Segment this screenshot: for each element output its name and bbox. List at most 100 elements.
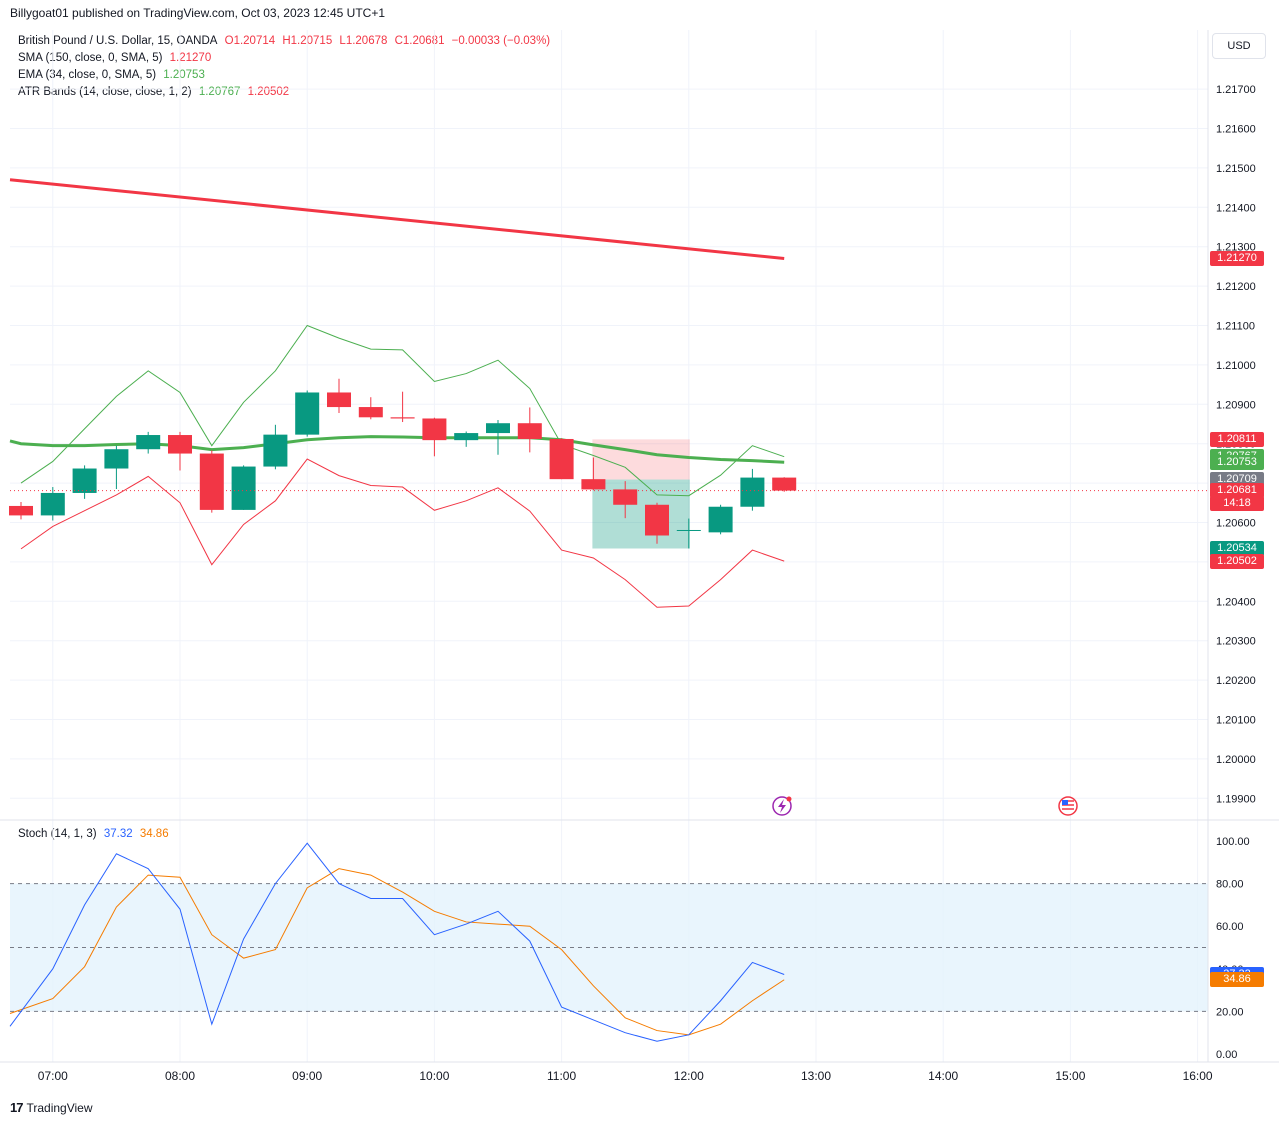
lightning-icon-dot — [786, 796, 792, 802]
price-tick-label: 1.20900 — [1216, 399, 1256, 411]
stoch-tick-label: 20.00 — [1216, 1006, 1244, 1018]
price-tick-label: 1.21700 — [1216, 84, 1256, 96]
candle-body — [581, 479, 606, 490]
ema-line — [9, 435, 785, 464]
stoch-legend[interactable]: Stoch (14, 1, 3) 37.32 34.86 — [18, 828, 173, 840]
price-tick-label: 1.21100 — [1216, 321, 1255, 333]
flag-icon-canton — [1062, 800, 1068, 805]
currency-button[interactable]: USD — [1212, 33, 1266, 59]
price-tick-label: 1.21000 — [1216, 360, 1256, 372]
stoch-k-line — [9, 842, 785, 1042]
tradingview-logo-icon: 17 — [10, 1100, 24, 1115]
ohlc-close: C1.20681 — [394, 35, 445, 47]
price-axis-label: 14:18 — [1210, 496, 1264, 512]
stoch-k-value: 37.32 — [103, 828, 133, 840]
candle-body — [136, 435, 161, 450]
price-tick-label: 1.21600 — [1216, 124, 1256, 136]
candle-body — [40, 492, 65, 516]
price-axis-label: 1.21270 — [1210, 251, 1264, 267]
sma-line — [9, 178, 785, 261]
candle-body — [772, 477, 797, 491]
atr-bands — [20, 324, 785, 608]
take-profit-zone — [592, 479, 690, 549]
candle-body — [104, 449, 129, 469]
axes: 1.217001.216001.215001.214001.213001.212… — [0, 30, 1279, 1083]
stoch-tick-label: 80.00 — [1216, 879, 1244, 891]
candle-body — [295, 392, 320, 435]
candle-body — [231, 466, 256, 510]
time-tick-label: 09:00 — [292, 1069, 322, 1083]
candle-body — [645, 504, 669, 536]
time-tick-label: 16:00 — [1183, 1069, 1213, 1083]
stoch-tick-label: 60.00 — [1216, 921, 1244, 933]
price-tick-label: 1.21200 — [1216, 281, 1256, 293]
candle-body — [199, 453, 224, 510]
symbol-name: British Pound / U.S. Dollar, 15, OANDA — [18, 35, 218, 47]
candle-body — [486, 423, 510, 434]
price-axis-label: 1.20502 — [1210, 553, 1264, 569]
time-tick-label: 10:00 — [419, 1069, 449, 1083]
candle-body — [9, 505, 33, 516]
footer[interactable]: 17 TradingView — [10, 1100, 93, 1115]
stoch-band-fill — [10, 883, 1208, 1012]
stoch-d-line — [9, 868, 785, 1036]
ohlc-change: −0.00033 (−0.03%) — [451, 35, 551, 47]
price-axis-label: 1.20534 — [1210, 541, 1264, 556]
footer-brand: TradingView — [26, 1100, 93, 1115]
candle-body — [676, 529, 701, 531]
stoch-d-value: 34.86 — [139, 828, 169, 840]
price-tick-label: 1.20200 — [1216, 675, 1256, 687]
candle-body — [740, 477, 765, 507]
sma-label: SMA (150, close, 0, SMA, 5) — [18, 52, 163, 64]
stoch-axis-label: 34.86 — [1210, 972, 1264, 988]
candle-body — [454, 433, 479, 441]
publisher-line: Billygoat01 published on TradingView.com… — [10, 6, 386, 20]
price-tick-label: 1.20100 — [1216, 715, 1256, 727]
sma-150-line — [9, 178, 785, 261]
candles — [9, 378, 1208, 549]
candle-body — [358, 407, 383, 418]
stoch-label: Stoch (14, 1, 3) — [18, 828, 97, 840]
time-tick-label: 11:00 — [547, 1069, 576, 1083]
candle-body — [168, 435, 192, 454]
price-axis-label: 1.20811 — [1210, 431, 1264, 447]
flag-icon-ring — [1058, 796, 1078, 816]
position-box — [592, 439, 690, 549]
time-tick-label: 12:00 — [674, 1069, 704, 1083]
price-tick-label: 1.20300 — [1216, 636, 1256, 648]
time-tick-label: 08:00 — [165, 1069, 195, 1083]
candle-body — [422, 418, 447, 441]
us-flag-event-icon — [1058, 796, 1078, 816]
atr-lower-band — [20, 458, 785, 608]
price-tick-label: 1.20600 — [1216, 518, 1256, 530]
price-tick-label: 1.21500 — [1216, 163, 1256, 175]
time-tick-label: 15:00 — [1055, 1069, 1085, 1083]
time-tick-label: 13:00 — [801, 1069, 831, 1083]
ohlc-low: L1.20678 — [339, 35, 388, 47]
price-tick-label: 1.19900 — [1216, 793, 1256, 805]
candle-body — [263, 434, 288, 467]
price-axis-label: 1.20753 — [1210, 454, 1264, 470]
time-tick-label: 14:00 — [928, 1069, 958, 1083]
candle-body — [517, 423, 542, 439]
price-tick-label: 1.21300 — [1216, 242, 1256, 254]
lightning-event-icon — [772, 796, 792, 816]
candle-body — [72, 468, 97, 493]
candle-body — [549, 438, 574, 480]
stoch-tick-label: 0.00 — [1216, 1049, 1237, 1061]
ohlc-open: O1.20714 — [224, 35, 276, 47]
candle-body — [613, 489, 638, 505]
price-tick-label: 1.21400 — [1216, 202, 1256, 214]
stoch-lines — [9, 842, 785, 1042]
stoch-band — [10, 883, 1208, 1012]
price-axis-label: 1.20681 — [1210, 483, 1264, 499]
time-tick-label: 07:00 — [38, 1069, 68, 1083]
price-tick-label: 1.20400 — [1216, 596, 1256, 608]
candle-body — [390, 417, 415, 419]
candle-body — [708, 506, 733, 533]
atr-upper-band — [20, 324, 785, 497]
candle-body — [327, 392, 351, 408]
stoch-tick-label: 100.00 — [1216, 836, 1250, 848]
ema-34-line — [9, 435, 785, 464]
